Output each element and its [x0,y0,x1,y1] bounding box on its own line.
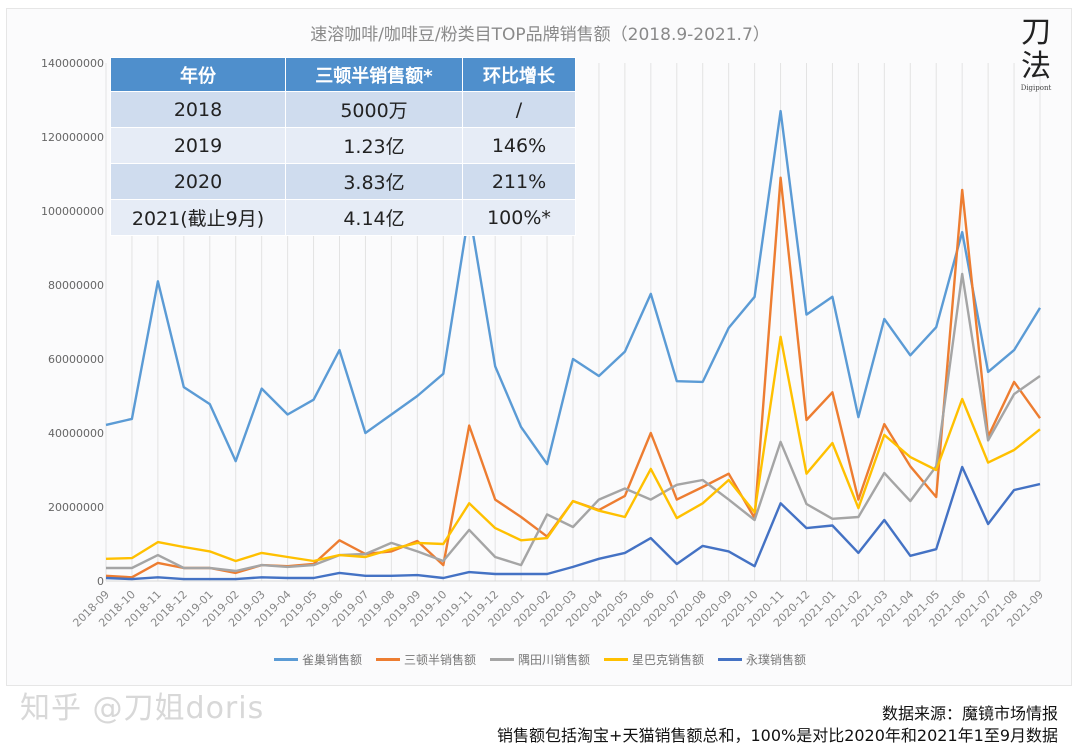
cell-growth: / [462,91,576,128]
series-line [106,272,1041,573]
legend-label: 星巴克销售额 [632,653,705,667]
legend-item: 星巴克销售额 [604,651,704,668]
cell-year: 2018 [110,91,286,128]
footnote: 销售额包括淘宝+天猫销售额总和，100%是对比2020年和2021年1至9月数据 [497,726,1058,745]
table-row: 2021(截止9月) 4.14亿 100%* [110,199,576,236]
header-year: 年份 [110,57,286,92]
cell-year: 2021(截止9月) [110,199,286,236]
cell-growth: 211% [462,163,576,200]
y-tick-label: 40000000 [48,427,104,440]
cell-sales: 5000万 [285,91,463,128]
chart-title: 速溶咖啡/咖啡豆/粉类目TOP品牌销售额（2018.9-2021.7） [310,25,770,45]
header-sales: 三顿半销售额* [285,57,463,92]
series-line [105,465,1041,581]
cell-growth: 146% [462,127,576,164]
brand-logo: 刀法 Digipont [1012,15,1060,93]
legend-item: 三顿半销售额 [375,651,476,668]
legend-swatch [604,658,628,661]
table-row: 2018 5000万 / [110,91,576,128]
y-tick-label: 80000000 [48,279,104,292]
legend-item: 隅田川销售额 [489,651,590,668]
series-line [105,335,1041,563]
table-row: 2020 3.83亿 211% [110,163,576,200]
cell-sales: 4.14亿 [285,199,463,236]
chart-legend: 雀巢销售额 三顿半销售额 隅田川销售额 星巴克销售额 永璞销售额 [0,651,1080,668]
legend-swatch [375,658,400,661]
y-tick-label: 60000000 [48,353,104,366]
watermark: 知乎 @刀姐doris [20,691,265,726]
cell-year: 2019 [110,127,286,164]
legend-label: 雀巢销售额 [301,653,362,667]
cell-year: 2020 [110,163,286,200]
cell-sales: 3.83亿 [285,163,463,200]
logo-subtext: Digipont [1020,84,1052,92]
logo-text: 刀法 [1021,15,1051,84]
legend-label: 永璞销售额 [746,653,807,667]
cell-growth: 100%* [462,199,576,236]
y-tick-label: 20000000 [48,501,104,514]
data-source: 数据来源：魔镜市场情报 [881,704,1058,723]
legend-swatch [489,658,514,661]
y-tick-label: 100000000 [41,205,104,218]
header-growth: 环比增长 [462,57,576,92]
y-tick-label: 0 [97,575,104,588]
legend-item: 雀巢销售额 [273,651,362,668]
table-header-row: 年份 三顿半销售额* 环比增长 [110,57,576,92]
y-tick-label: 120000000 [41,131,104,144]
legend-swatch [718,658,743,661]
legend-swatch [273,658,298,661]
table-row: 2019 1.23亿 146% [110,127,576,164]
legend-label: 隅田川销售额 [517,653,590,667]
summary-table: 年份 三顿半销售额* 环比增长 2018 5000万/ 2019 1.23亿 146%… [110,57,576,236]
legend-item: 永璞销售额 [718,651,806,668]
legend-label: 三顿半销售额 [403,653,476,667]
y-tick-label: 140000000 [41,57,104,70]
cell-sales: 1.23亿 [285,127,463,164]
series-line [105,109,1042,466]
